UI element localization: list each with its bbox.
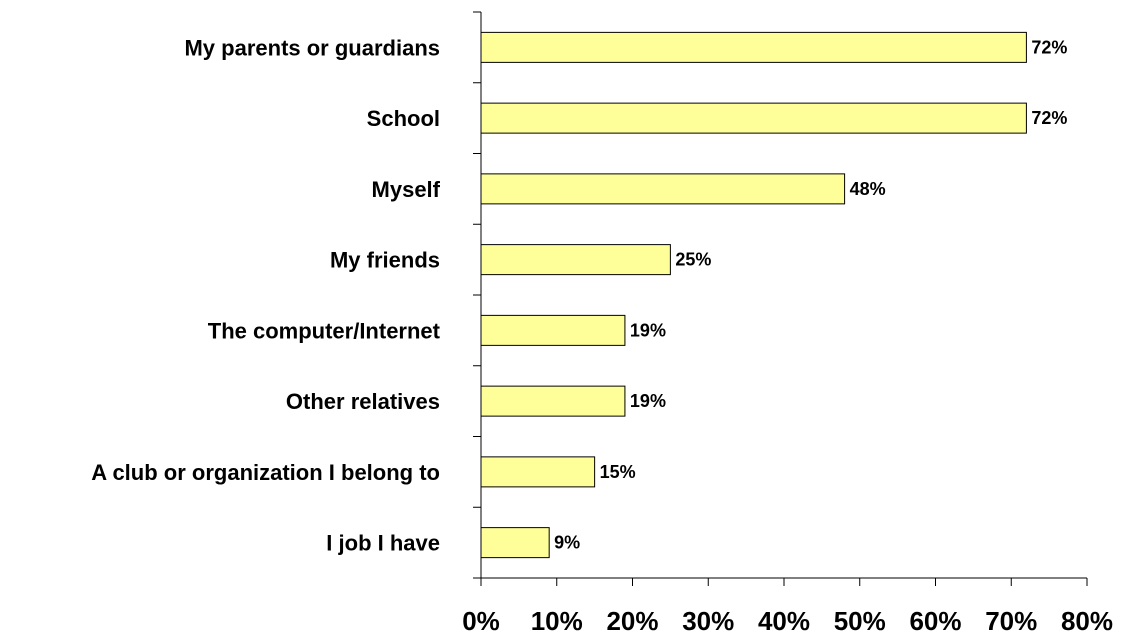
x-tick-label: 60% [909,606,961,636]
x-axis-ticks [480,578,1088,586]
x-tick-label: 50% [834,606,886,636]
bar [480,102,1027,134]
bars-group [480,31,1027,559]
x-tick-label: 70% [985,606,1037,636]
x-tick-label: 30% [682,606,734,636]
data-label: 25% [675,250,711,270]
data-labels: 72% 72% 48% 25% 19% 19% 15% 9% [554,37,1067,552]
category-label: Myself [372,177,441,202]
category-label: My friends [330,248,440,273]
bar [480,456,596,488]
bar [480,31,1027,63]
category-labels: My parents or guardians School Myself My fr… [91,35,440,555]
bar [480,314,626,346]
x-tick-label: 80% [1061,606,1113,636]
data-label: 19% [630,391,666,411]
data-label: 72% [1031,108,1067,128]
data-label: 48% [850,179,886,199]
x-tick-labels: 0% 10% 20% 30% 40% 50% 60% 70% 80% [462,606,1113,636]
data-label: 9% [554,533,580,553]
bar [480,244,671,276]
x-tick-label: 10% [531,606,583,636]
category-label: School [367,106,440,131]
x-tick-label: 0% [462,606,500,636]
x-tick-label: 40% [758,606,810,636]
category-label: My parents or guardians [184,35,440,60]
y-axis-ticks [473,11,481,579]
data-label: 15% [600,462,636,482]
bar [480,385,626,417]
bar [480,173,846,205]
data-label: 19% [630,320,666,340]
x-tick-label: 20% [606,606,658,636]
bar [480,527,550,559]
category-label: The computer/Internet [208,318,441,343]
data-label: 72% [1031,37,1067,57]
category-label: I job I have [326,531,440,556]
category-label: A club or organization I belong to [91,460,440,485]
category-label: Other relatives [286,389,440,414]
